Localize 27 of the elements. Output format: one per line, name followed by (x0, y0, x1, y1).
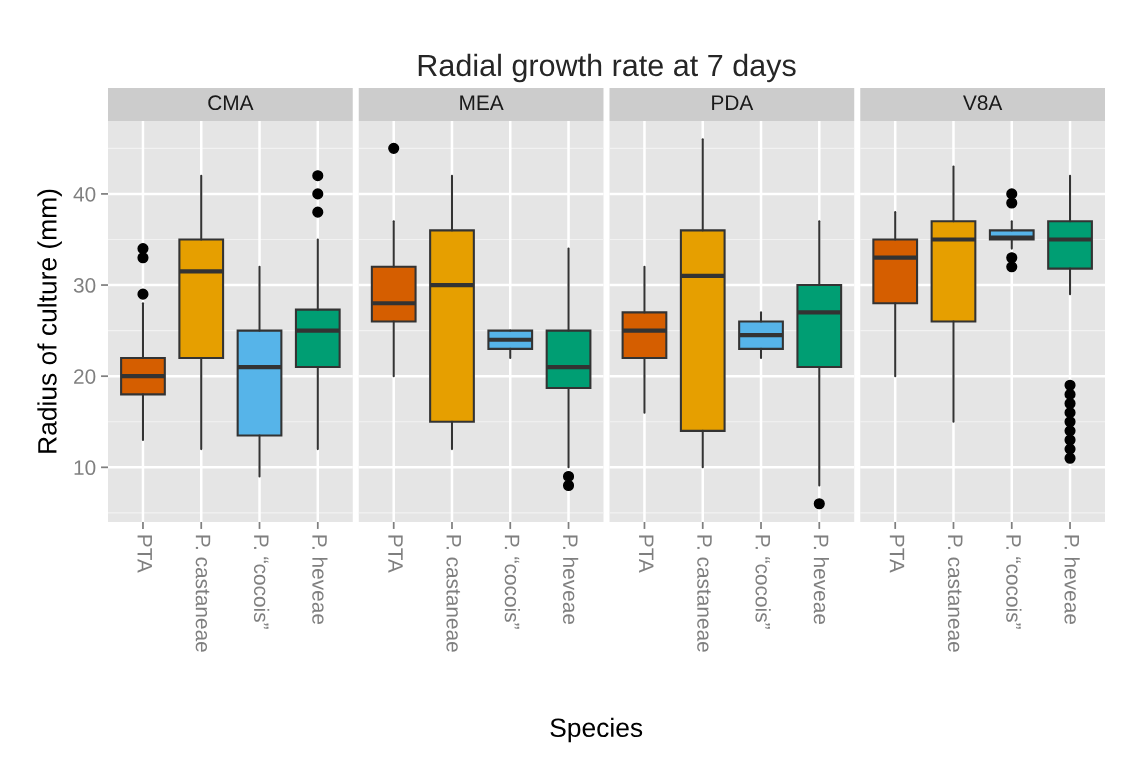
x-tick-label: P. heveae (1064, 535, 1080, 625)
y-tick-label: 40 (73, 186, 96, 202)
x-tick-label: P. heveae (562, 535, 579, 625)
x-tick-label: P. castaneae (195, 535, 211, 652)
chart-title: PDA (712, 95, 754, 110)
text: Radial growth rate at 7 days (418, 53, 796, 83)
x-tick-label: PTA (889, 535, 905, 573)
y-axis-title: Radius of culture (mm) (37, 189, 62, 453)
x-tick-label: P. castaneae (697, 535, 712, 652)
x-tick-label: PTA (639, 535, 654, 573)
x-tick-label: P. heveae (312, 535, 328, 625)
x-tick-label: P. heveae (813, 535, 829, 625)
chart-title: MEA (460, 95, 504, 110)
x-tick-label: P. “cocois” (504, 535, 520, 629)
chart-title: CMA (208, 95, 254, 111)
chart-title: V8A (963, 95, 1003, 111)
x-tick-label: P. castaneae (446, 535, 461, 652)
y-tick-label: 20 (74, 369, 96, 384)
x-tick-label: PTA (388, 535, 403, 573)
x-axis-title: Species (550, 717, 643, 743)
x-tick-label: P. “cocois” (1006, 535, 1022, 629)
x-tick-label: PTA (137, 535, 152, 573)
y-tick-label: 30 (73, 278, 96, 293)
y-tick-label: 10 (74, 460, 96, 476)
x-tick-label: P. “cocois” (755, 535, 771, 629)
x-tick-label: P. castaneae (947, 535, 963, 652)
x-tick-label: P. “cocois” (253, 535, 270, 629)
